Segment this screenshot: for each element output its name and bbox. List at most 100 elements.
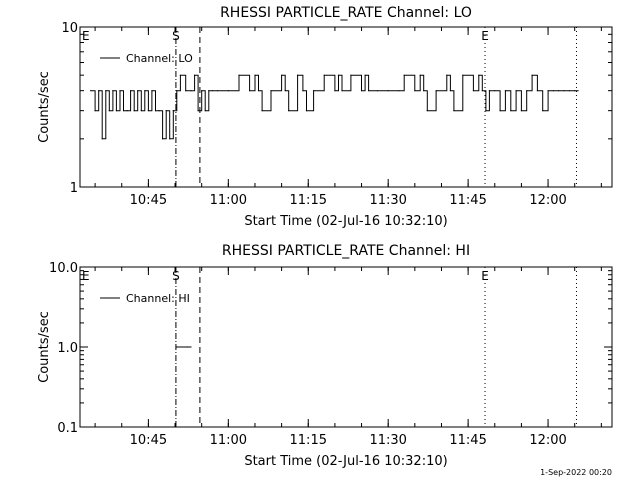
data-point	[208, 90, 210, 92]
data-point	[186, 346, 189, 348]
x-tick-label: 12:00	[529, 193, 566, 208]
data-point	[227, 90, 229, 92]
data-point	[176, 346, 178, 348]
chart-title: RHESSI PARTICLE_RATE Channel: HI	[222, 243, 470, 259]
data-point	[144, 90, 146, 92]
data-point	[288, 110, 290, 112]
data-point	[558, 90, 560, 92]
legend-entry: Channel: LO	[126, 52, 193, 65]
data-point	[504, 90, 507, 92]
data-point	[281, 74, 283, 76]
data-point	[542, 110, 544, 112]
y-axis-label: Counts/sec	[37, 71, 52, 143]
series-line-lo	[90, 74, 579, 140]
x-tick-label: 10:45	[130, 433, 167, 448]
data-point	[376, 90, 379, 92]
data-point	[176, 90, 178, 92]
data-point	[334, 90, 336, 92]
data-point	[526, 90, 528, 92]
data-point	[105, 90, 107, 92]
data-point	[403, 74, 405, 76]
data-point	[154, 110, 157, 112]
data-point	[398, 90, 400, 92]
event-marker-label: E	[481, 29, 489, 43]
data-point	[108, 110, 110, 112]
data-point	[284, 90, 286, 92]
x-tick-label: 11:45	[449, 433, 486, 448]
data-point	[217, 90, 219, 92]
event-marker-label: S	[172, 29, 180, 43]
data-point	[360, 90, 363, 92]
data-point	[151, 90, 153, 92]
plot-frame	[79, 26, 613, 188]
data-point	[158, 110, 160, 112]
data-point	[423, 90, 425, 92]
event-marker-label: E	[82, 269, 90, 283]
data-point	[137, 90, 139, 92]
data-point	[323, 74, 325, 76]
x-tick-label: 11:00	[210, 193, 247, 208]
data-point	[446, 74, 448, 76]
data-point	[312, 90, 315, 92]
x-tick-label: 11:30	[369, 193, 406, 208]
event-marker-label: E	[82, 29, 90, 43]
data-point	[368, 90, 370, 92]
data-point	[165, 110, 167, 112]
data-point	[179, 74, 181, 76]
data-point	[488, 90, 491, 92]
y-tick-label: 10	[61, 21, 78, 36]
data-point	[478, 74, 480, 76]
data-point	[435, 90, 437, 92]
data-point	[547, 90, 549, 92]
data-point	[296, 74, 299, 76]
data-point	[238, 74, 240, 76]
data-point	[426, 110, 428, 112]
event-marker-label: E	[481, 269, 489, 283]
data-point	[563, 90, 565, 92]
chart-panel-hi: RHESSI PARTICLE_RATE Channel: HI Start Ti…	[37, 243, 613, 469]
data-point	[172, 110, 174, 112]
y-tick-label: 10.0	[49, 261, 78, 276]
x-tick-label: 11:15	[290, 433, 327, 448]
data-point	[201, 90, 203, 92]
x-axis-label: Start Time (02-Jul-16 10:32:10)	[244, 214, 447, 229]
data-point	[161, 138, 164, 140]
data-point	[147, 110, 149, 112]
data-point	[193, 74, 196, 76]
data-point	[130, 90, 132, 92]
data-point	[115, 110, 118, 112]
data-point	[552, 90, 554, 92]
data-point	[536, 90, 538, 92]
data-point	[112, 90, 114, 92]
y-axis-label: Counts/sec	[37, 311, 52, 383]
data-point	[510, 110, 512, 112]
data-point	[122, 110, 125, 112]
data-point	[350, 74, 352, 76]
data-point	[341, 90, 343, 92]
data-point	[169, 138, 171, 140]
chart-title: RHESSI PARTICLE_RATE Channel: LO	[220, 5, 472, 21]
data-point	[485, 110, 487, 112]
data-point	[574, 90, 576, 92]
y-tick-label: 0.1	[57, 421, 78, 436]
data-point	[261, 110, 263, 112]
data-point	[94, 110, 96, 112]
y-tick-label: 1.0	[57, 341, 78, 356]
date-stamp: 1-Sep-2022 00:20	[540, 468, 612, 477]
data-point	[515, 90, 517, 92]
event-marker-label: S	[172, 269, 180, 283]
data-point	[414, 90, 416, 92]
data-point	[449, 90, 451, 92]
chart-panel-lo: RHESSI PARTICLE_RATE Channel: LO Start Ti…	[37, 5, 613, 229]
x-tick-label: 11:45	[449, 193, 486, 208]
data-point	[494, 90, 496, 92]
x-axis-label: Start Time (02-Jul-16 10:32:10)	[244, 454, 447, 469]
data-point	[197, 110, 199, 112]
legend-entry: Channel: HI	[126, 292, 190, 305]
data-point	[119, 90, 121, 92]
data-point	[126, 110, 128, 112]
data-point	[204, 110, 206, 112]
x-tick-label: 11:30	[369, 433, 406, 448]
x-tick-label: 10:45	[130, 193, 167, 208]
